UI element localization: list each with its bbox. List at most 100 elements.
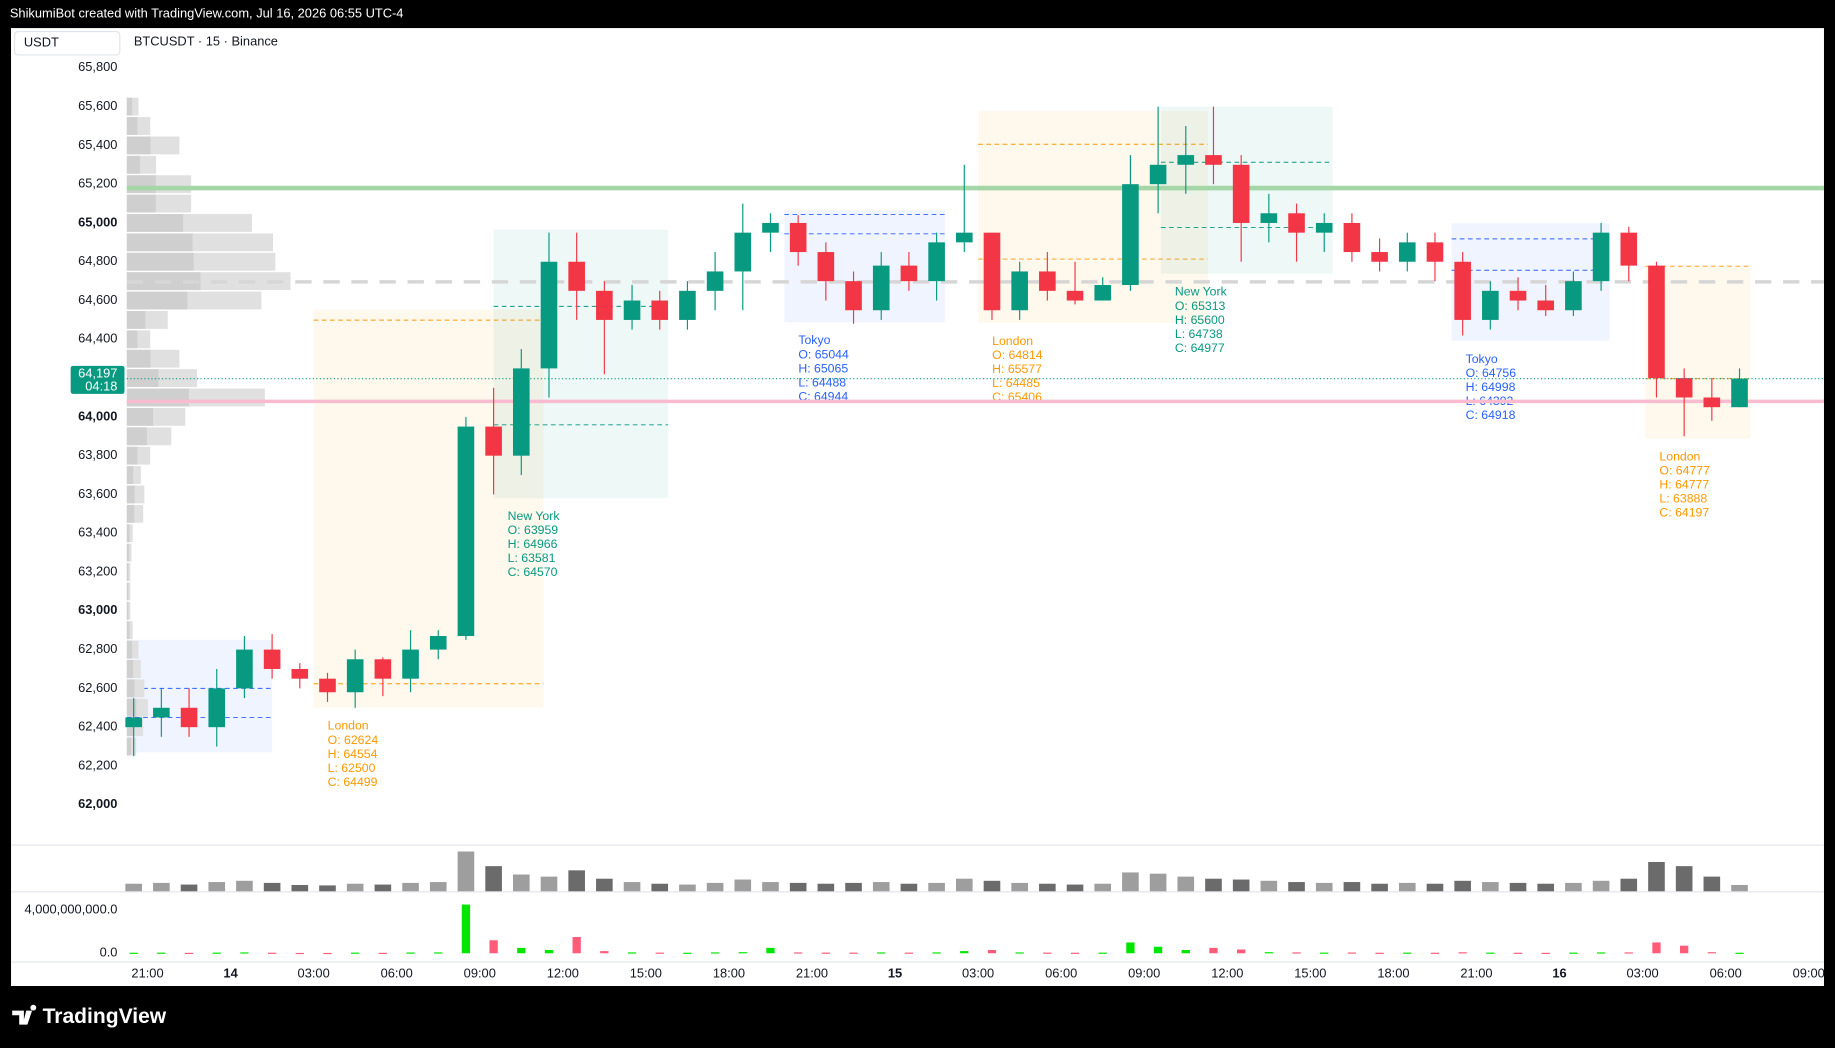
x-tick-label: 12:00 xyxy=(1211,966,1243,981)
volume-bar xyxy=(1343,882,1361,892)
candle-body xyxy=(1675,378,1693,398)
candle-body xyxy=(1509,290,1527,301)
volume-bar xyxy=(1675,866,1693,892)
y-tick-label: 64,000 xyxy=(78,408,117,423)
indicator-bar xyxy=(683,952,692,954)
candle-body xyxy=(1731,378,1748,408)
candle-body xyxy=(734,232,752,272)
volume-profile-row xyxy=(126,524,133,543)
candle-body xyxy=(1454,261,1471,320)
volume-profile-row-inner xyxy=(126,252,194,271)
y-tick-label: 62,800 xyxy=(78,641,117,656)
volume-bar xyxy=(928,882,945,892)
volume-bar xyxy=(1011,882,1028,892)
current-price-box xyxy=(70,365,125,394)
session-ohlc-label: H: 64777 xyxy=(1659,478,1709,492)
session-ohlc-label: L: 64738 xyxy=(1175,327,1223,341)
volume-bar xyxy=(402,882,419,892)
x-tick-label: 21:00 xyxy=(1460,966,1492,981)
y-tick-label: 65,000 xyxy=(78,214,117,229)
volume-profile-row-inner xyxy=(126,485,135,504)
indicator-bar xyxy=(517,947,526,954)
candle-body xyxy=(485,426,502,456)
indicator-bar xyxy=(960,951,969,954)
x-tick-label: 16 xyxy=(1552,966,1566,981)
volume-profile-row-inner xyxy=(126,543,129,562)
volume-bar xyxy=(955,878,973,892)
candle-body xyxy=(512,368,530,456)
x-tick-label: 15 xyxy=(888,966,902,981)
session-ohlc-label: L: 64485 xyxy=(992,376,1040,390)
logo-text: TradingView xyxy=(43,1005,167,1028)
volume-bar xyxy=(208,882,226,892)
candle-body xyxy=(1315,222,1333,233)
logo-icon xyxy=(12,1004,37,1025)
indicator-bar xyxy=(378,952,388,954)
session-ohlc-label: L: 63581 xyxy=(508,551,556,565)
indicator-tick-label: 0.0 xyxy=(100,945,118,960)
session-ohlc-label: O: 65313 xyxy=(1175,299,1226,313)
volume-bar xyxy=(623,882,641,892)
volume-profile-row-inner xyxy=(126,194,156,213)
volume-bar xyxy=(1177,876,1195,892)
indicator-bar xyxy=(600,951,609,954)
indicator-bar xyxy=(1652,942,1661,954)
indicator-bar xyxy=(434,952,443,954)
volume-profile-row-inner xyxy=(126,446,138,465)
candle-body xyxy=(762,222,779,233)
volume-bar xyxy=(872,882,890,892)
y-tick-label: 62,200 xyxy=(78,757,117,772)
indicator-bar xyxy=(1569,952,1578,954)
x-tick-label: 06:00 xyxy=(381,966,413,981)
logo: TradingView xyxy=(12,1004,167,1028)
indicator-bar xyxy=(1209,947,1218,954)
indicator-bar xyxy=(738,952,747,954)
volume-bar xyxy=(706,882,724,892)
indicator-bar xyxy=(821,952,831,954)
indicator-bar xyxy=(1181,950,1190,954)
indicator-bar xyxy=(544,950,554,954)
candle-body xyxy=(1565,281,1582,311)
session-box xyxy=(313,309,544,708)
candle-body xyxy=(596,290,613,320)
candle-body xyxy=(817,252,835,282)
candle-body xyxy=(1177,155,1195,165)
volume-bar xyxy=(263,882,281,892)
indicator-bar xyxy=(1347,952,1357,954)
current-price-label: 64,197 xyxy=(78,365,117,380)
x-tick-label: 09:00 xyxy=(1128,966,1160,981)
indicator-bar xyxy=(1292,952,1301,954)
candle-body xyxy=(1343,222,1361,253)
indicator-bar xyxy=(184,952,194,954)
volume-bar xyxy=(374,884,392,892)
currency-box[interactable] xyxy=(13,30,121,56)
candle-body xyxy=(1094,285,1112,301)
y-tick-label: 65,600 xyxy=(78,98,117,113)
volume-profile-row-inner xyxy=(126,136,151,155)
indicator-bar xyxy=(932,952,941,954)
session-ohlc-label: C: 64499 xyxy=(328,775,378,789)
volume-bar xyxy=(236,880,253,892)
candle-body xyxy=(955,232,973,243)
volume-profile-row-inner xyxy=(126,640,133,659)
session-ohlc-label: L: 62500 xyxy=(328,761,376,775)
indicator-bar xyxy=(1320,952,1329,954)
volume-bar xyxy=(1398,882,1416,892)
candle-body xyxy=(1398,242,1416,262)
currency: USDT xyxy=(24,35,59,50)
countdown-label: 04:18 xyxy=(85,378,117,393)
volume-bar xyxy=(512,874,530,892)
candle-body xyxy=(263,649,281,669)
candle-body xyxy=(1648,265,1665,379)
volume-profile-row xyxy=(126,621,133,640)
volume-profile-row-inner xyxy=(126,582,129,601)
volume-profile-row-inner xyxy=(126,175,156,194)
volume-bar xyxy=(1509,882,1527,892)
indicator-bar xyxy=(1680,945,1689,954)
x-tick-label: 18:00 xyxy=(1377,966,1409,981)
volume-bar xyxy=(1537,883,1555,892)
session-ohlc-label: C: 64197 xyxy=(1659,506,1709,520)
